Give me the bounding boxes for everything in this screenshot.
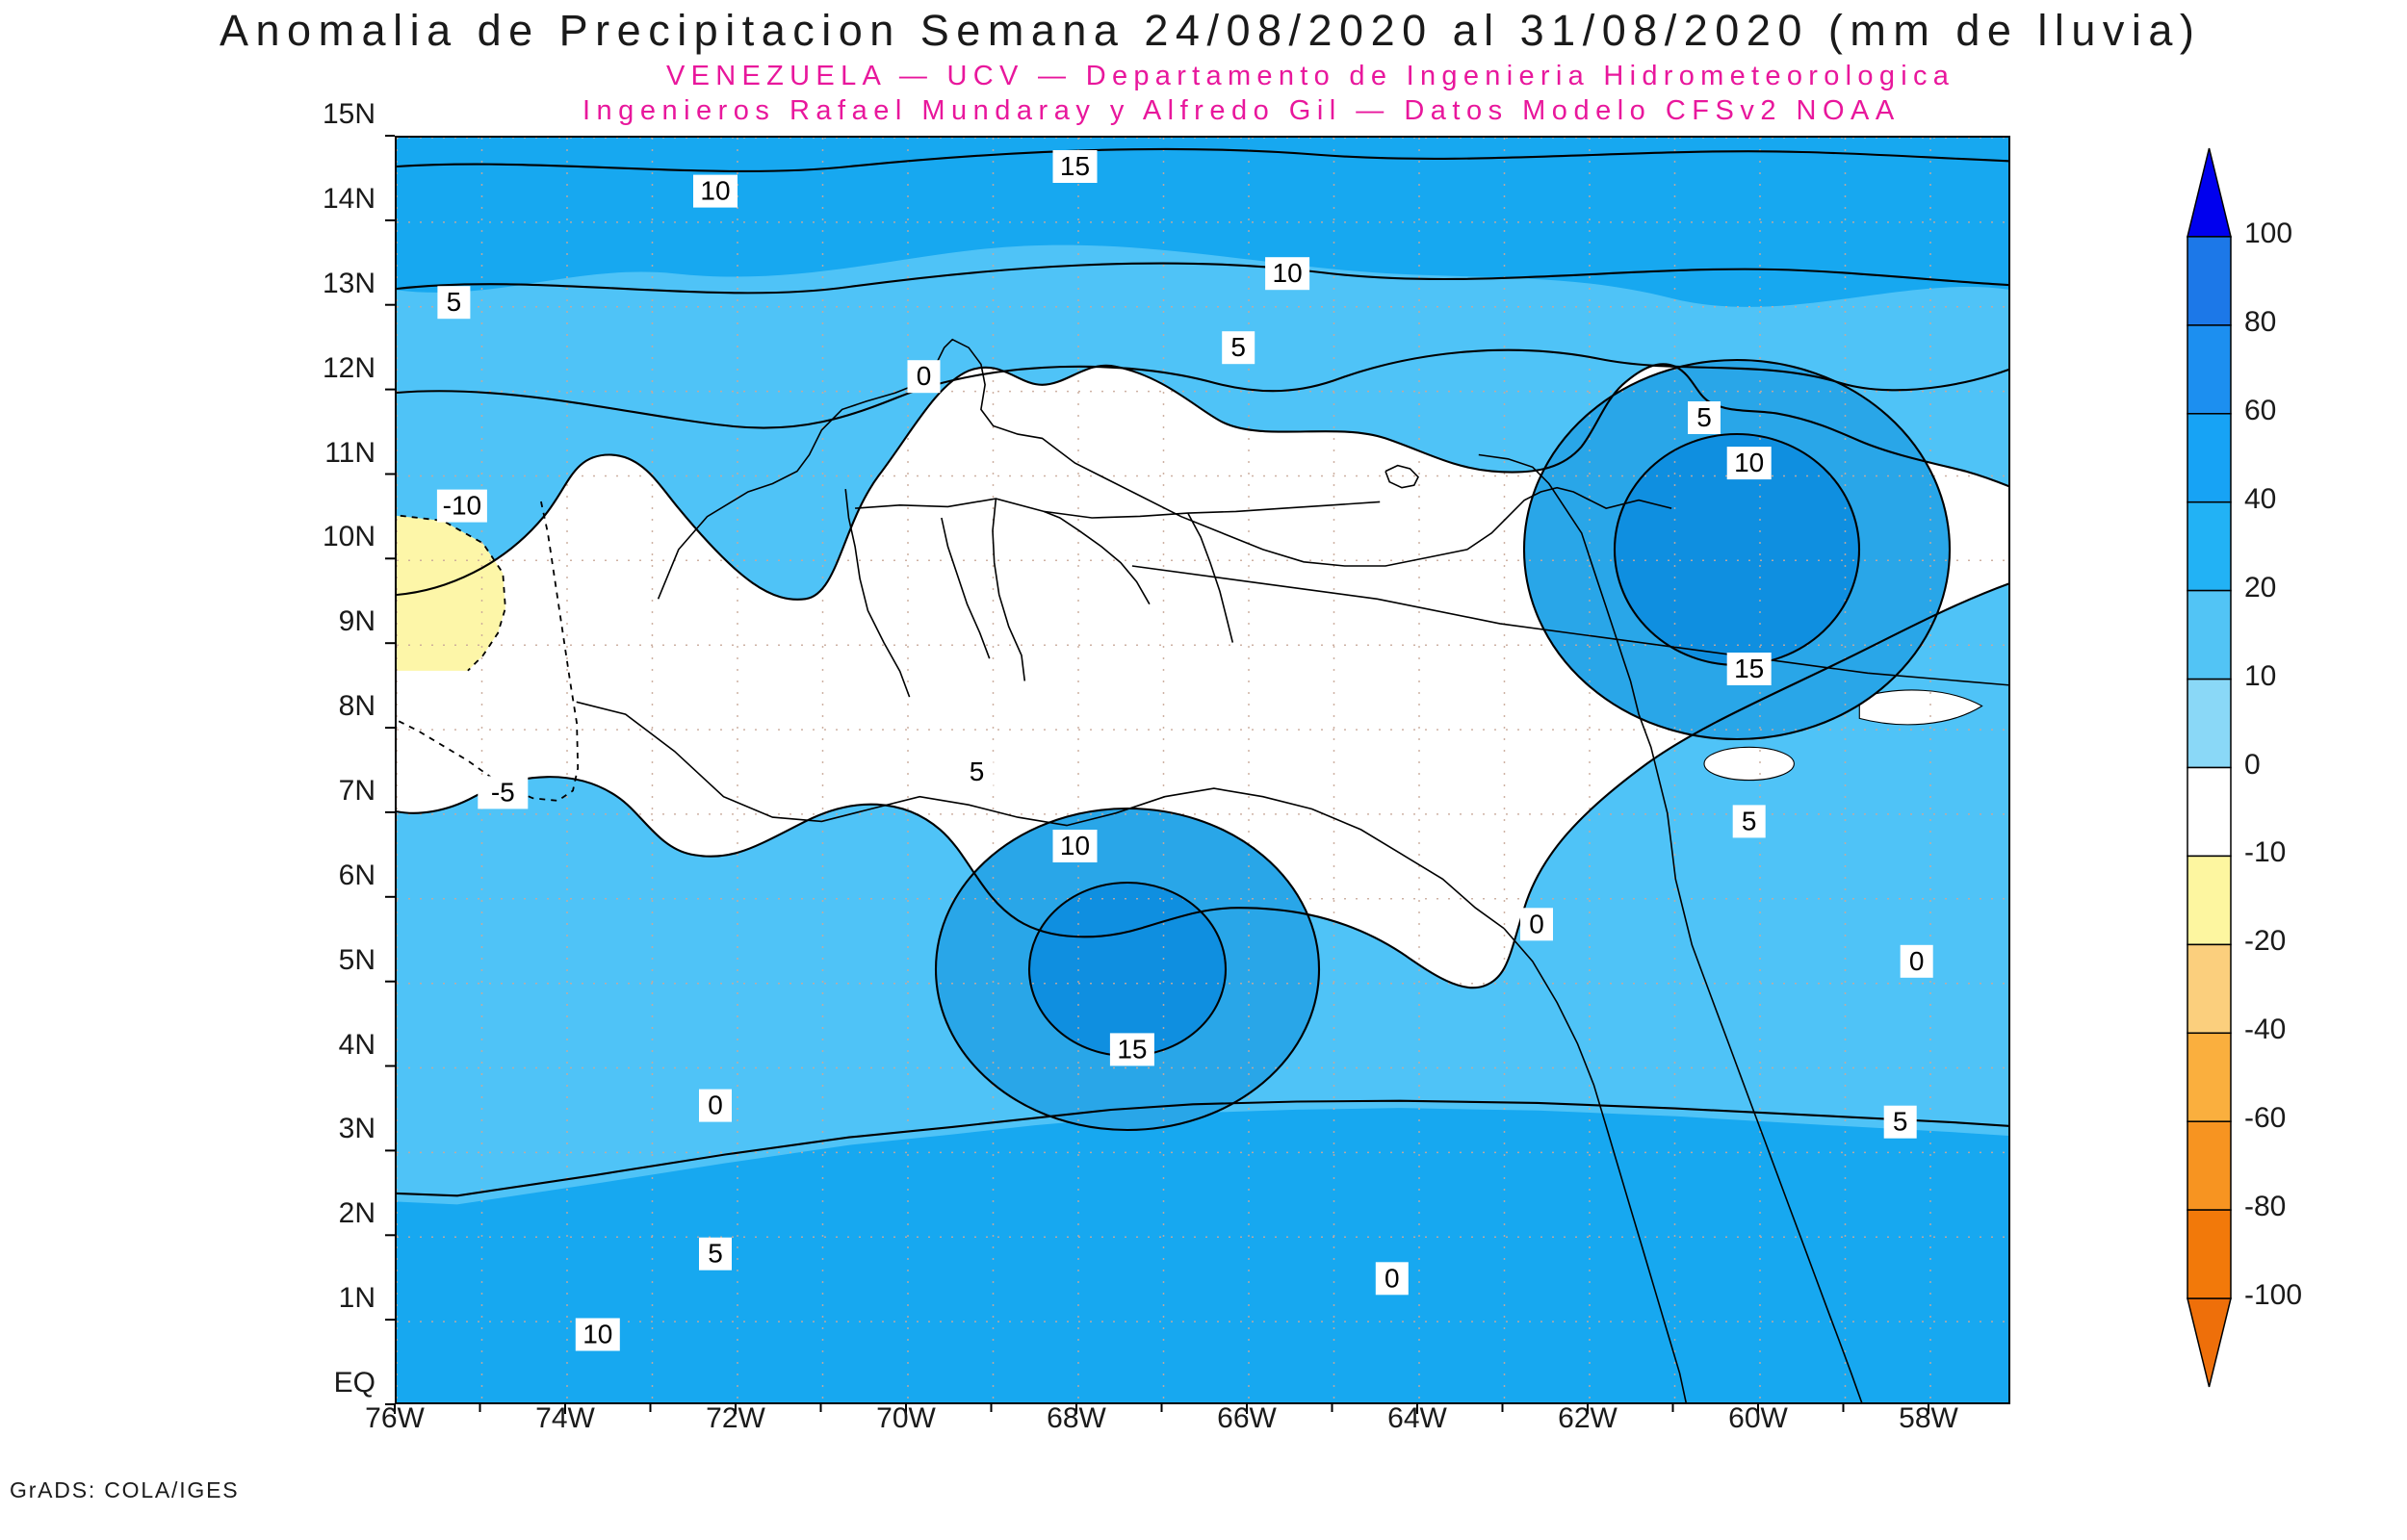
svg-text:0: 0 [917,361,932,391]
svg-text:0: 0 [1385,1263,1400,1293]
svg-text:10: 10 [1273,258,1303,288]
svg-text:10: 10 [700,176,730,206]
svg-text:10: 10 [1734,448,1764,477]
svg-text:5: 5 [1742,806,1757,835]
svg-text:5: 5 [1696,402,1712,432]
svg-text:5: 5 [1230,332,1246,362]
svg-text:15: 15 [1060,151,1090,181]
svg-text:5: 5 [447,287,462,317]
svg-text:10: 10 [1060,831,1090,860]
svg-text:0: 0 [708,1091,723,1120]
svg-text:0: 0 [1529,909,1544,938]
svg-text:5: 5 [708,1239,723,1269]
svg-text:0: 0 [1909,946,1925,976]
svg-text:15: 15 [1117,1034,1147,1064]
svg-text:5: 5 [1893,1107,1908,1137]
svg-text:10: 10 [582,1320,612,1349]
svg-text:15: 15 [1734,654,1764,683]
svg-text:5: 5 [970,757,985,786]
svg-text:-5: -5 [491,777,515,807]
svg-text:-10: -10 [443,491,481,521]
